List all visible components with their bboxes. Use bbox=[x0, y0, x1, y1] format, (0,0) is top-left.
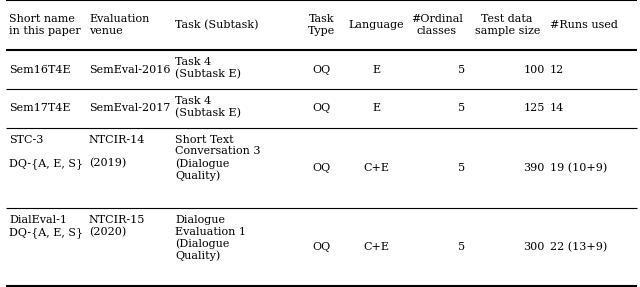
Text: E: E bbox=[372, 103, 380, 113]
Text: OQ: OQ bbox=[312, 242, 331, 252]
Text: 22 (13+9): 22 (13+9) bbox=[550, 242, 607, 252]
Text: 5: 5 bbox=[458, 242, 465, 252]
Text: Dialogue
Evaluation 1
(Dialogue
Quality): Dialogue Evaluation 1 (Dialogue Quality) bbox=[175, 215, 246, 261]
Text: 19 (10+9): 19 (10+9) bbox=[550, 163, 607, 173]
Text: Sem17T4E: Sem17T4E bbox=[9, 103, 70, 113]
Text: Task 4
(Subtask E): Task 4 (Subtask E) bbox=[175, 57, 241, 79]
Text: NTCIR-14

(2019): NTCIR-14 (2019) bbox=[89, 135, 145, 168]
Text: Test data
sample size: Test data sample size bbox=[474, 14, 540, 36]
Text: 390: 390 bbox=[524, 163, 545, 173]
Text: Evaluation
venue: Evaluation venue bbox=[89, 14, 149, 36]
Text: 125: 125 bbox=[524, 103, 545, 113]
Text: Task (Subtask): Task (Subtask) bbox=[175, 20, 259, 30]
Text: Short Text
Conversation 3
(Dialogue
Quality): Short Text Conversation 3 (Dialogue Qual… bbox=[175, 135, 261, 181]
Text: Short name
in this paper: Short name in this paper bbox=[9, 14, 81, 36]
Text: 5: 5 bbox=[458, 163, 465, 173]
Text: C+E: C+E bbox=[363, 163, 389, 173]
Text: Task
Type: Task Type bbox=[308, 14, 335, 36]
Text: OQ: OQ bbox=[312, 163, 331, 173]
Text: Language: Language bbox=[348, 20, 404, 30]
Text: 12: 12 bbox=[550, 65, 564, 75]
Text: 5: 5 bbox=[458, 103, 465, 113]
Text: 100: 100 bbox=[524, 65, 545, 75]
Text: #Ordinal
classes: #Ordinal classes bbox=[411, 14, 463, 36]
Text: SemEval-2016: SemEval-2016 bbox=[89, 65, 170, 75]
Text: OQ: OQ bbox=[312, 103, 331, 113]
Text: DialEval-1
DQ-{A, E, S}: DialEval-1 DQ-{A, E, S} bbox=[9, 215, 83, 238]
Text: C+E: C+E bbox=[363, 242, 389, 252]
Text: 5: 5 bbox=[458, 65, 465, 75]
Text: E: E bbox=[372, 65, 380, 75]
Text: Task 4
(Subtask E): Task 4 (Subtask E) bbox=[175, 96, 241, 118]
Text: NTCIR-15
(2020): NTCIR-15 (2020) bbox=[89, 215, 145, 237]
Text: #Runs used: #Runs used bbox=[550, 20, 618, 30]
Text: OQ: OQ bbox=[312, 65, 331, 75]
Text: 300: 300 bbox=[524, 242, 545, 252]
Text: 14: 14 bbox=[550, 103, 564, 113]
Text: Sem16T4E: Sem16T4E bbox=[9, 65, 70, 75]
Text: STC-3

DQ-{A, E, S}: STC-3 DQ-{A, E, S} bbox=[9, 135, 83, 169]
Text: SemEval-2017: SemEval-2017 bbox=[89, 103, 170, 113]
